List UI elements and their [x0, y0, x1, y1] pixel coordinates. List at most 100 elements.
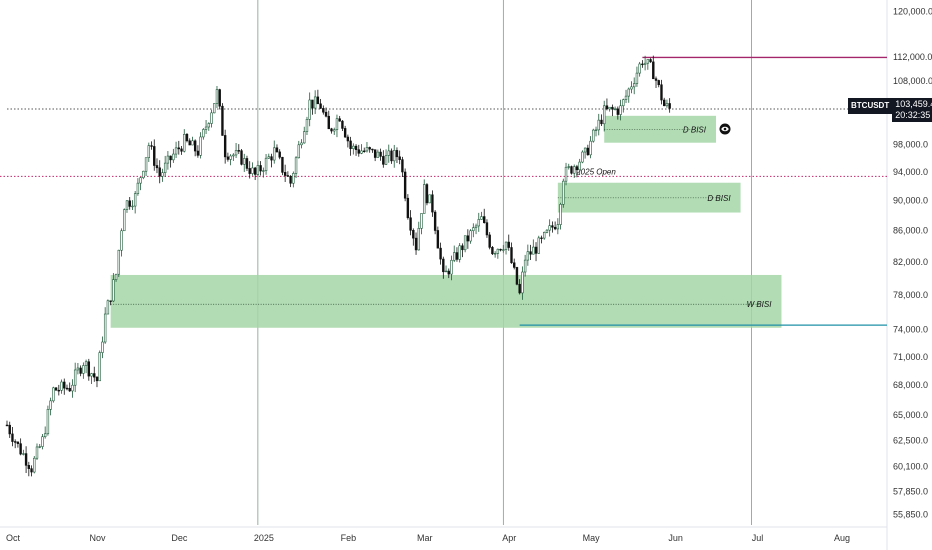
- candle-body: [133, 193, 137, 207]
- candle-body: [191, 140, 194, 146]
- candle-body: [169, 155, 172, 161]
- candle-body: [354, 145, 358, 151]
- y-tick-label: 55,850.0: [893, 510, 928, 520]
- candle-body: [248, 168, 251, 174]
- candle-body: [461, 245, 464, 251]
- candle-body: [657, 80, 660, 86]
- candle-body: [330, 128, 333, 132]
- candle-body: [335, 118, 339, 130]
- x-tick-label: Feb: [341, 533, 357, 543]
- candle-body: [496, 248, 500, 254]
- candle-body: [95, 376, 99, 382]
- candle-body: [384, 155, 388, 165]
- candle-body: [128, 200, 131, 207]
- candle-body: [283, 172, 287, 176]
- candle-body: [163, 162, 167, 173]
- candle-body: [234, 150, 238, 156]
- eye-icon[interactable]: [719, 123, 731, 135]
- candle-body: [210, 112, 213, 124]
- candle-body: [433, 211, 437, 231]
- candle-body: [8, 424, 11, 435]
- candle-body: [259, 165, 262, 172]
- candle-body: [54, 387, 58, 391]
- candle-body: [455, 252, 459, 260]
- candle-body: [401, 159, 404, 173]
- last-price-tag: BTCUSDT 103,459.4 20:32:35: [848, 98, 932, 122]
- price-countdown-box: 103,459.4 20:32:35: [892, 98, 932, 122]
- candle-body: [139, 177, 142, 184]
- candle-body: [226, 156, 230, 160]
- candle-body: [101, 341, 104, 353]
- y-tick-label: 90,000.0: [893, 196, 928, 206]
- candle-body: [534, 246, 538, 254]
- candle-body: [624, 95, 628, 100]
- candle-body: [611, 106, 614, 110]
- candle-body: [586, 147, 590, 156]
- candle-body: [82, 365, 85, 374]
- candle-body: [131, 205, 134, 208]
- y-tick-label: 112,000.0: [893, 52, 932, 62]
- candle-body: [112, 279, 115, 302]
- candle-body: [267, 156, 270, 159]
- candle-body: [573, 166, 576, 174]
- candle-body: [406, 197, 410, 219]
- y-tick-label: 108,000.0: [893, 76, 932, 86]
- candle-body: [373, 149, 377, 158]
- candle-body: [303, 131, 306, 144]
- candle-body: [515, 267, 519, 285]
- candle-body: [311, 99, 314, 109]
- y-tick-label: 57,850.0: [893, 487, 928, 497]
- candle-body: [436, 230, 440, 249]
- candle-body: [409, 217, 412, 231]
- candle-body: [13, 441, 17, 443]
- candle-body: [125, 200, 129, 210]
- candle-body: [363, 150, 366, 153]
- candle-body: [264, 157, 268, 171]
- x-tick-label: 2025: [254, 533, 274, 543]
- candle-body: [305, 119, 309, 132]
- candle-body: [294, 157, 298, 174]
- candle-body: [578, 161, 581, 171]
- candle-body: [297, 144, 300, 159]
- candle-body: [562, 180, 565, 205]
- bisi-zone: [110, 274, 782, 328]
- candle-body: [630, 86, 633, 90]
- y-tick-label: 98,000.0: [893, 140, 928, 150]
- candle-body: [365, 147, 369, 152]
- x-tick-label: Mar: [417, 533, 433, 543]
- zone-label: D BISI: [683, 125, 707, 134]
- x-tick-label: Aug: [834, 533, 850, 543]
- candle-body: [594, 129, 598, 131]
- candle-body: [114, 273, 118, 280]
- y-tick-label: 68,000.0: [893, 380, 928, 390]
- candle-body: [308, 99, 311, 120]
- candle-body: [603, 105, 606, 125]
- candle-body: [483, 216, 486, 223]
- candle-body: [663, 99, 666, 107]
- x-tick-label: Apr: [502, 533, 516, 543]
- candle-body: [240, 150, 243, 165]
- candle-body: [300, 142, 303, 146]
- candle-body: [540, 237, 543, 239]
- candle-body: [84, 361, 88, 366]
- candle-body: [174, 147, 178, 155]
- candle-body: [199, 136, 202, 156]
- candle-body: [177, 147, 180, 150]
- candle-body: [412, 229, 415, 239]
- candle-body: [286, 175, 290, 177]
- candle-body: [98, 352, 101, 382]
- candle-body: [513, 262, 516, 268]
- zone-label: D BISI: [707, 194, 731, 203]
- candle-body: [652, 61, 655, 80]
- candle-body: [502, 249, 505, 251]
- candle-body: [30, 468, 33, 473]
- candle-body: [570, 166, 573, 174]
- candle-body: [292, 173, 295, 184]
- candle-body: [635, 72, 639, 84]
- candle-body: [619, 105, 622, 115]
- candle-body: [510, 247, 513, 264]
- candle-body: [485, 222, 489, 236]
- candle-body: [382, 156, 385, 165]
